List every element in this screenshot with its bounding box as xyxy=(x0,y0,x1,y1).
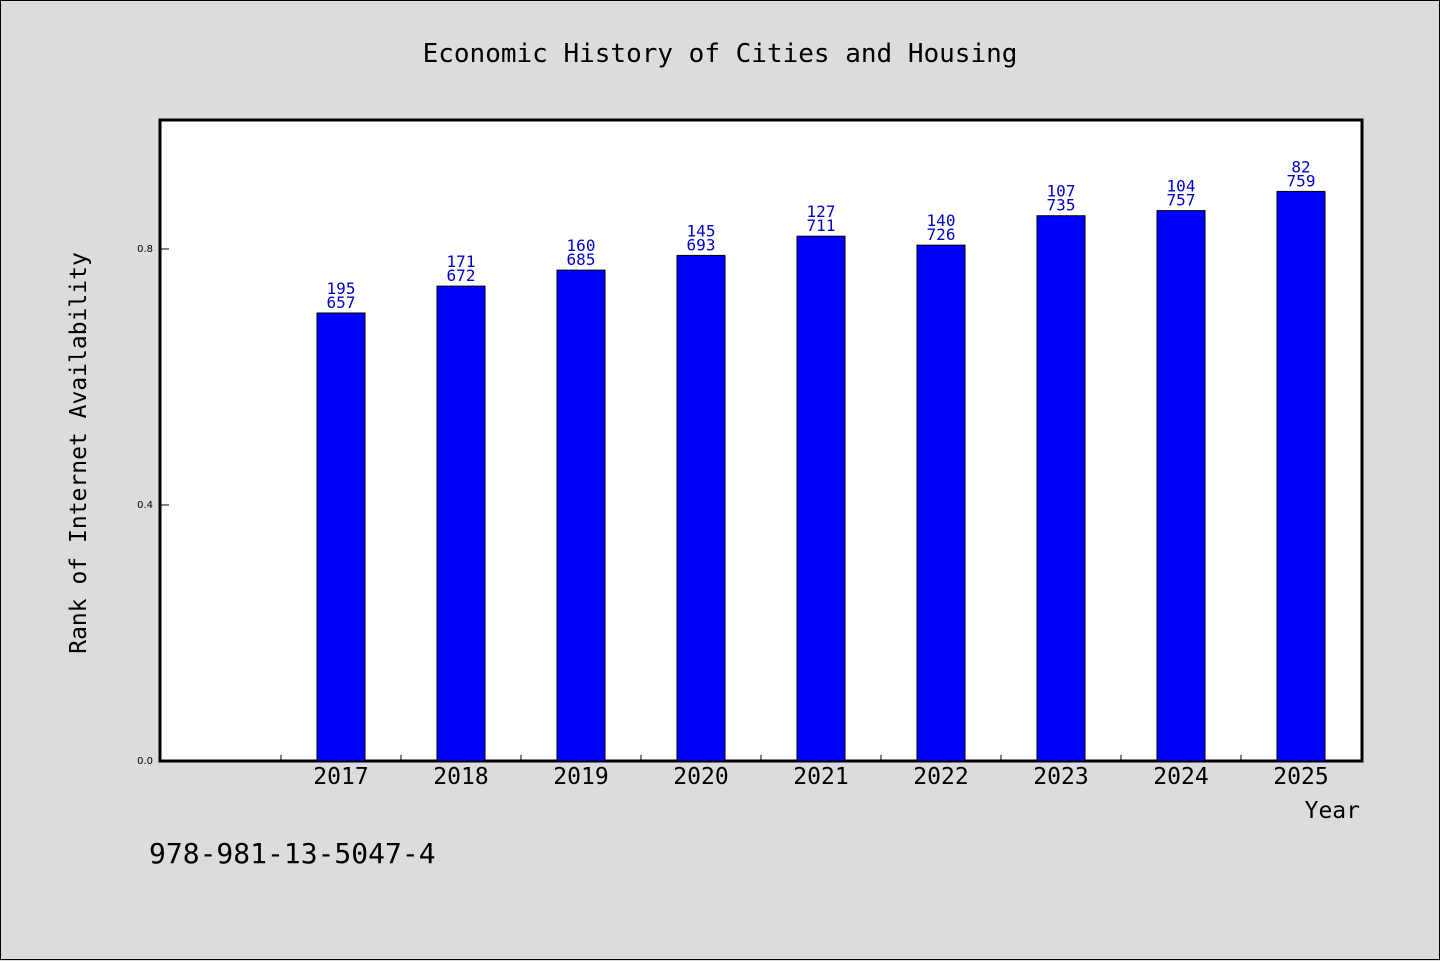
bar-2018 xyxy=(436,285,486,762)
y-tick-label: 0.8 xyxy=(137,244,153,255)
data-label-top-2022: 140 xyxy=(927,211,956,230)
bar-2024 xyxy=(1156,210,1206,762)
data-label-bottom-2020: 693 xyxy=(687,235,716,254)
x-tick-label-2024: 2024 xyxy=(1153,764,1208,790)
data-label-bottom-2021: 711 xyxy=(807,216,836,235)
bar-2020 xyxy=(676,254,726,762)
data-label-top-2017: 195 xyxy=(327,279,356,298)
isbn-footer: 978-981-13-5047-4 xyxy=(149,837,436,870)
y-tick-label: 0.0 xyxy=(137,756,153,767)
bars-layer xyxy=(316,190,1326,762)
chart-title: Economic History of Cities and Housing xyxy=(423,39,1018,69)
data-label-bottom-2025: 759 xyxy=(1287,171,1316,190)
data-label-top-2024: 104 xyxy=(1167,177,1196,196)
data-label-bottom-2022: 726 xyxy=(927,225,956,244)
x-axis-ticks: 2017 2018 2019 2020 2021 2022 2023 2024 2025 xyxy=(280,755,1329,790)
bar-2025 xyxy=(1276,190,1326,762)
data-label-top-2018: 171 xyxy=(447,252,476,271)
y-axis-label: Rank of Internet Availability xyxy=(66,252,92,654)
data-label-top-2023: 107 xyxy=(1047,182,1076,201)
bar-2023 xyxy=(1036,215,1086,762)
data-label-top-2020: 145 xyxy=(687,221,716,240)
bar-2022 xyxy=(916,244,966,762)
x-tick-label-2018: 2018 xyxy=(433,764,488,790)
data-label-bottom-2017: 657 xyxy=(327,293,356,312)
x-tick-label-2023: 2023 xyxy=(1033,764,1088,790)
bar-2017 xyxy=(316,312,366,762)
x-tick-label-2020: 2020 xyxy=(673,764,728,790)
data-label-top-2021: 127 xyxy=(807,202,836,221)
x-tick-label-2025: 2025 xyxy=(1273,764,1328,790)
y-axis-ticks: 0.0 0.4 0.8 xyxy=(137,244,169,767)
x-tick-label-2021: 2021 xyxy=(793,764,848,790)
x-tick-label-2019: 2019 xyxy=(553,764,608,790)
x-axis-label: Year xyxy=(1305,798,1360,824)
data-label-bottom-2019: 685 xyxy=(567,250,596,269)
data-label-bottom-2023: 735 xyxy=(1047,196,1076,215)
data-label-bottom-2018: 672 xyxy=(447,266,476,285)
bar-2021 xyxy=(796,235,846,762)
x-tick-label-2022: 2022 xyxy=(913,764,968,790)
data-label-top-2025: 82 xyxy=(1291,157,1310,176)
bar-2019 xyxy=(556,269,606,762)
y-tick-label: 0.4 xyxy=(137,500,153,511)
x-tick-label-2017: 2017 xyxy=(313,764,368,790)
data-label-top-2019: 160 xyxy=(567,236,596,255)
data-label-bottom-2024: 757 xyxy=(1167,191,1196,210)
